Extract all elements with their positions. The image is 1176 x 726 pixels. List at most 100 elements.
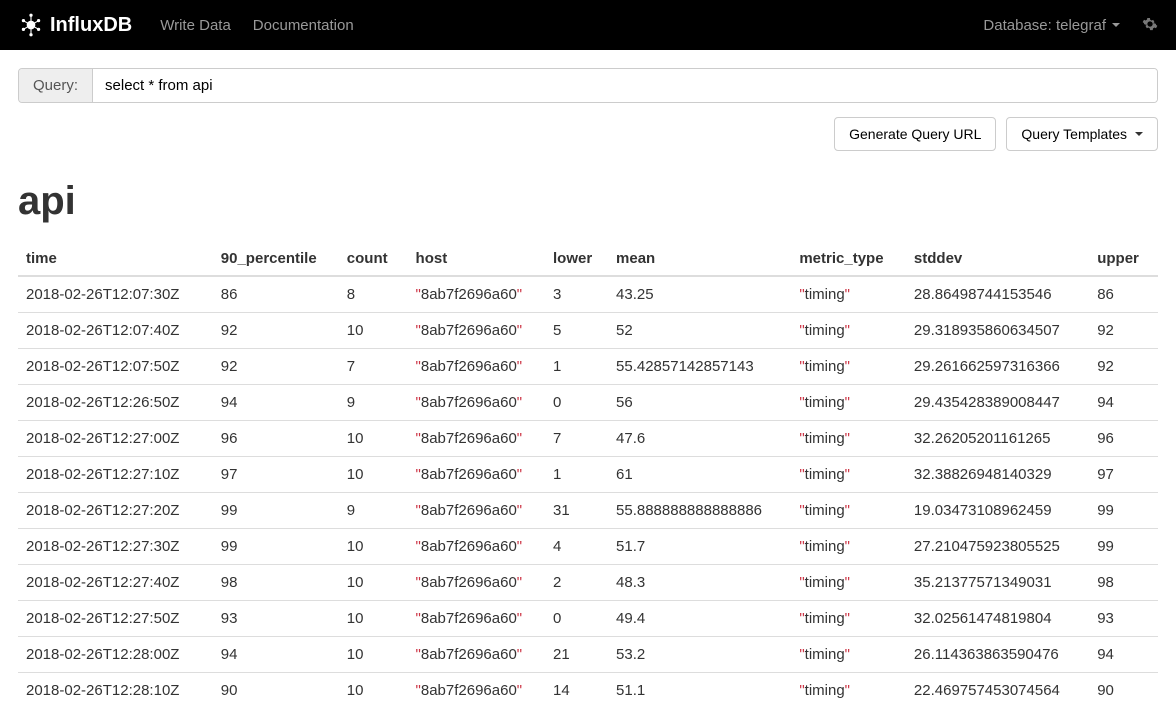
col-mean[interactable]: mean (608, 242, 791, 276)
brand-logo[interactable]: InfluxDB (18, 12, 132, 38)
table-row: 2018-02-26T12:27:20Z999"8ab7f2696a60"315… (18, 493, 1158, 529)
col-upper[interactable]: upper (1089, 242, 1158, 276)
cell-count: 8 (339, 276, 408, 313)
cell-count: 10 (339, 421, 408, 457)
table-row: 2018-02-26T12:27:00Z9610"8ab7f2696a60"74… (18, 421, 1158, 457)
cell-host: "8ab7f2696a60" (408, 493, 545, 529)
cell-time: 2018-02-26T12:27:40Z (18, 565, 213, 601)
cell-mean: 51.7 (608, 529, 791, 565)
cell-upper: 86 (1089, 276, 1158, 313)
cell-time: 2018-02-26T12:28:00Z (18, 637, 213, 673)
cell-mean: 48.3 (608, 565, 791, 601)
cell-upper: 90 (1089, 673, 1158, 709)
cell-lower: 5 (545, 313, 608, 349)
cell-host: "8ab7f2696a60" (408, 637, 545, 673)
cell-stddev: 32.26205201161265 (906, 421, 1089, 457)
cell-mean: 55.42857142857143 (608, 349, 791, 385)
cell-count: 7 (339, 349, 408, 385)
query-input[interactable] (93, 69, 1157, 102)
cell-time: 2018-02-26T12:27:50Z (18, 601, 213, 637)
cell-90-percentile: 92 (213, 349, 339, 385)
cell-stddev: 35.21377571349031 (906, 565, 1089, 601)
chevron-down-icon (1112, 23, 1120, 27)
table-row: 2018-02-26T12:27:30Z9910"8ab7f2696a60"45… (18, 529, 1158, 565)
cell-upper: 93 (1089, 601, 1158, 637)
col-lower[interactable]: lower (545, 242, 608, 276)
cell-time: 2018-02-26T12:07:40Z (18, 313, 213, 349)
navbar: InfluxDB Write Data Documentation Databa… (0, 0, 1176, 50)
cell-host: "8ab7f2696a60" (408, 673, 545, 709)
cell-90-percentile: 97 (213, 457, 339, 493)
brand-text: InfluxDB (50, 14, 132, 37)
table-row: 2018-02-26T12:28:00Z9410"8ab7f2696a60"21… (18, 637, 1158, 673)
cell-metric-type: "timing" (791, 276, 906, 313)
cell-host: "8ab7f2696a60" (408, 313, 545, 349)
nav-write-data[interactable]: Write Data (160, 17, 231, 34)
cell-90-percentile: 99 (213, 529, 339, 565)
cell-90-percentile: 99 (213, 493, 339, 529)
nav-documentation[interactable]: Documentation (253, 17, 354, 34)
query-templates-button[interactable]: Query Templates (1006, 117, 1158, 151)
cell-metric-type: "timing" (791, 637, 906, 673)
cell-90-percentile: 94 (213, 637, 339, 673)
cell-count: 10 (339, 637, 408, 673)
table-row: 2018-02-26T12:07:50Z927"8ab7f2696a60"155… (18, 349, 1158, 385)
cell-upper: 94 (1089, 637, 1158, 673)
cell-metric-type: "timing" (791, 493, 906, 529)
cell-90-percentile: 94 (213, 385, 339, 421)
cell-lower: 7 (545, 421, 608, 457)
cell-mean: 52 (608, 313, 791, 349)
query-label: Query: (19, 69, 93, 102)
cell-mean: 51.1 (608, 673, 791, 709)
cell-metric-type: "timing" (791, 385, 906, 421)
cell-lower: 0 (545, 385, 608, 421)
cell-upper: 94 (1089, 385, 1158, 421)
col-stddev[interactable]: stddev (906, 242, 1089, 276)
cell-stddev: 32.38826948140329 (906, 457, 1089, 493)
cell-metric-type: "timing" (791, 313, 906, 349)
button-row: Generate Query URL Query Templates (18, 117, 1158, 151)
cell-metric-type: "timing" (791, 457, 906, 493)
content: Query: Generate Query URL Query Template… (0, 50, 1176, 726)
cell-upper: 99 (1089, 529, 1158, 565)
col-count[interactable]: count (339, 242, 408, 276)
cell-host: "8ab7f2696a60" (408, 276, 545, 313)
cell-metric-type: "timing" (791, 565, 906, 601)
cell-time: 2018-02-26T12:28:10Z (18, 673, 213, 709)
database-selector[interactable]: Database: telegraf (983, 17, 1120, 34)
cell-lower: 3 (545, 276, 608, 313)
cell-90-percentile: 98 (213, 565, 339, 601)
cell-upper: 92 (1089, 349, 1158, 385)
col-90-percentile[interactable]: 90_percentile (213, 242, 339, 276)
cell-count: 10 (339, 313, 408, 349)
cell-time: 2018-02-26T12:07:50Z (18, 349, 213, 385)
cell-stddev: 26.114363863590476 (906, 637, 1089, 673)
cell-90-percentile: 96 (213, 421, 339, 457)
cell-time: 2018-02-26T12:07:30Z (18, 276, 213, 313)
cell-mean: 43.25 (608, 276, 791, 313)
cell-metric-type: "timing" (791, 673, 906, 709)
generate-query-url-button[interactable]: Generate Query URL (834, 117, 996, 151)
cell-upper: 96 (1089, 421, 1158, 457)
cell-lower: 1 (545, 349, 608, 385)
cell-time: 2018-02-26T12:27:00Z (18, 421, 213, 457)
cell-mean: 55.888888888888886 (608, 493, 791, 529)
cell-90-percentile: 92 (213, 313, 339, 349)
cell-stddev: 29.435428389008447 (906, 385, 1089, 421)
cell-lower: 1 (545, 457, 608, 493)
cell-host: "8ab7f2696a60" (408, 457, 545, 493)
result-title: api (18, 179, 1158, 224)
cell-count: 10 (339, 673, 408, 709)
cell-count: 9 (339, 385, 408, 421)
col-metric-type[interactable]: metric_type (791, 242, 906, 276)
cell-stddev: 29.318935860634507 (906, 313, 1089, 349)
col-host[interactable]: host (408, 242, 545, 276)
cell-stddev: 29.261662597316366 (906, 349, 1089, 385)
cell-90-percentile: 86 (213, 276, 339, 313)
col-time[interactable]: time (18, 242, 213, 276)
cell-count: 9 (339, 493, 408, 529)
gear-icon[interactable] (1142, 16, 1158, 35)
cell-stddev: 27.210475923805525 (906, 529, 1089, 565)
table-header-row: time 90_percentile count host lower mean… (18, 242, 1158, 276)
table-row: 2018-02-26T12:27:40Z9810"8ab7f2696a60"24… (18, 565, 1158, 601)
